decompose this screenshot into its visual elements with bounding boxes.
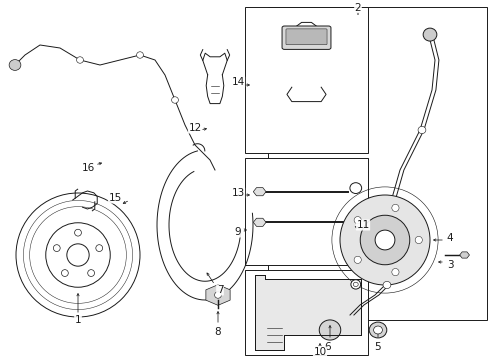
Bar	[244, 7, 367, 153]
Text: 15: 15	[108, 193, 122, 203]
Ellipse shape	[373, 326, 382, 334]
Text: 16: 16	[81, 163, 95, 173]
Ellipse shape	[136, 52, 143, 58]
Ellipse shape	[87, 270, 94, 276]
Ellipse shape	[9, 60, 21, 71]
Bar	[244, 158, 367, 265]
Ellipse shape	[350, 280, 360, 289]
FancyBboxPatch shape	[282, 26, 330, 49]
Ellipse shape	[171, 97, 178, 103]
Ellipse shape	[422, 28, 436, 41]
Ellipse shape	[339, 195, 429, 285]
Ellipse shape	[46, 223, 110, 287]
Ellipse shape	[368, 322, 386, 338]
Ellipse shape	[382, 282, 390, 289]
Ellipse shape	[75, 229, 81, 236]
Text: 11: 11	[356, 220, 369, 230]
Ellipse shape	[214, 292, 221, 298]
Bar	[267, 7, 486, 320]
Text: 6: 6	[324, 342, 331, 352]
Ellipse shape	[382, 226, 390, 234]
Text: 10: 10	[313, 347, 326, 357]
Ellipse shape	[16, 193, 140, 317]
Ellipse shape	[61, 270, 68, 276]
Ellipse shape	[77, 57, 83, 63]
Text: 7: 7	[216, 285, 223, 295]
Ellipse shape	[374, 230, 394, 250]
Text: 9: 9	[234, 227, 241, 237]
Ellipse shape	[391, 204, 398, 212]
Ellipse shape	[353, 282, 358, 287]
Bar	[244, 270, 367, 355]
Ellipse shape	[53, 245, 60, 252]
Ellipse shape	[319, 320, 340, 340]
Ellipse shape	[96, 245, 102, 252]
Ellipse shape	[67, 244, 89, 266]
Text: 14: 14	[231, 77, 244, 87]
Text: 2: 2	[354, 3, 361, 13]
Ellipse shape	[349, 183, 361, 194]
Text: 4: 4	[446, 233, 452, 243]
Text: 13: 13	[231, 188, 244, 198]
Ellipse shape	[349, 213, 361, 224]
Ellipse shape	[417, 126, 425, 134]
Ellipse shape	[353, 217, 361, 224]
Text: 3: 3	[446, 260, 452, 270]
Ellipse shape	[414, 237, 422, 244]
Text: 5: 5	[374, 342, 381, 352]
Text: 8: 8	[214, 327, 221, 337]
Text: 1: 1	[75, 315, 81, 325]
Ellipse shape	[360, 215, 409, 265]
Text: 12: 12	[188, 123, 201, 133]
Polygon shape	[254, 275, 360, 350]
FancyBboxPatch shape	[285, 29, 326, 45]
Ellipse shape	[353, 256, 361, 264]
Ellipse shape	[391, 269, 398, 276]
